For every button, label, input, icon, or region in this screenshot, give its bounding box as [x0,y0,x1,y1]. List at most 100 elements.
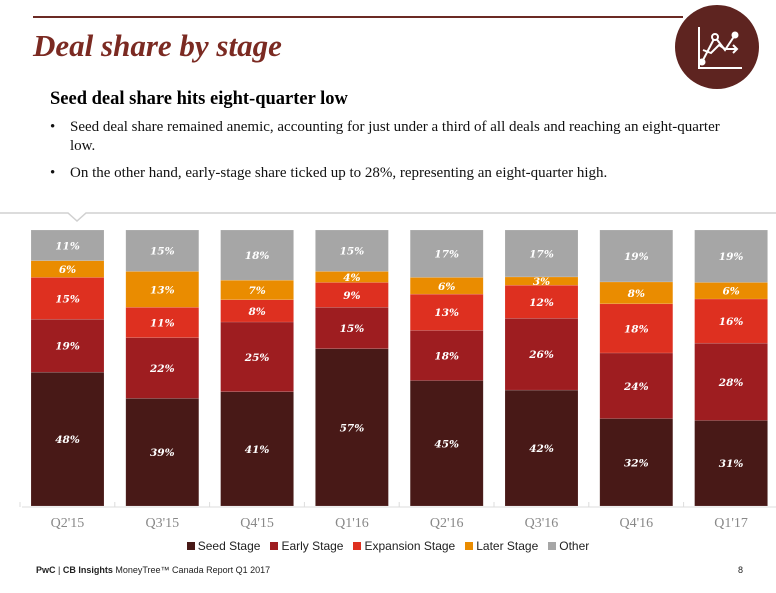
bar-segment-seed-stage [694,420,768,507]
data-label: 19% [719,251,744,263]
bar-segment-early-stage [504,318,579,391]
data-label: 15% [340,323,365,335]
bar-segment-early-stage [409,330,484,381]
data-label: 57% [340,422,365,434]
data-label: 6% [722,286,739,298]
data-label: 13% [434,307,459,319]
bar-segment-other [694,229,768,283]
data-label: 3% [533,276,550,288]
legend-swatch [270,542,279,550]
legend-item: Other [548,539,589,553]
x-tick-label: Q4'16 [619,516,653,531]
data-label: 15% [55,293,80,305]
bar-segment-expansion-stage [599,303,674,354]
legend-swatch [465,542,474,550]
data-label: 39% [150,447,175,459]
bar-segment-other [125,229,200,272]
subtitle: Seed deal share hits eight-quarter low [50,89,348,109]
data-label: 17% [434,249,459,261]
x-tick-label: Q1'16 [335,516,369,531]
section-divider [0,212,776,223]
footer-brand-pwc: PwC [36,565,56,575]
stacked-bar-chart: 48% 19% 15% 6% 11% 39% 22% 11% 13% 15% 41% 25% 8% 7% 1… [0,212,776,531]
footer-brand-cbinsights: CB Insights [62,565,113,575]
bullet-item: On the other hand, early-stage share tic… [50,164,740,183]
bar-segment-other [220,229,294,281]
bar-segment-expansion-stage [409,293,484,331]
legend-label: Early Stage [281,539,344,553]
legend-item: Early Stage [270,539,343,553]
data-label: 24% [623,381,649,393]
page-number: 8 [738,565,744,575]
bar-segment-later-stage [30,260,105,278]
data-label: 18% [245,250,270,262]
x-tick-label: Q2'15 [51,516,85,531]
data-label: 18% [624,323,649,335]
data-label: 4% [343,272,360,284]
bar-segment-other [315,229,389,272]
data-label: 6% [438,281,455,293]
data-label: 8% [628,288,645,300]
data-label: 48% [55,434,80,446]
data-label: 16% [719,316,744,328]
x-tick-label: Q3'15 [145,516,179,531]
bullet-list: Seed deal share remained anemic, account… [50,118,740,191]
legend-item: Later Stage [465,539,538,553]
data-label: 6% [59,264,76,276]
bar-segment-early-stage [30,318,105,373]
bar-segment-seed-stage [30,371,105,507]
bar-segment-early-stage [220,321,294,392]
x-tick-label: Q3'16 [525,516,559,531]
data-label: 19% [55,341,80,353]
data-label: 42% [529,443,554,455]
footer-text: MoneyTree™ Canada Report Q1 2017 [112,565,271,575]
page-title: Deal share by stage [33,28,282,63]
x-tick-label: Q1'17 [714,516,748,531]
bar-segment-seed-stage [220,391,294,507]
data-label: 28% [718,377,744,389]
bar-segment-seed-stage [599,418,674,507]
data-label: 11% [150,317,175,329]
legend-swatch [353,542,362,550]
bar-segment-seed-stage [504,389,579,507]
data-label: 15% [340,246,365,258]
chart-legend: Seed Stage Early Stage Expansion Stage Late… [0,539,776,553]
legend-label: Seed Stage [197,539,261,553]
data-label: 7% [248,285,265,297]
legend-label: Later Stage [476,539,539,553]
data-label: 41% [245,444,270,456]
bar-segment-other [504,229,579,278]
bar-segment-early-stage [599,352,674,419]
footer-separator: | [55,565,63,575]
x-tick-label: Q4'15 [240,516,274,531]
data-label: 45% [434,438,459,450]
legend-item: Seed Stage [186,539,261,553]
line-chart-icon [675,5,759,89]
data-label: 9% [343,290,360,302]
x-tick-label: Q2'16 [430,516,464,531]
data-label: 15% [150,246,175,258]
legend-label: Expansion Stage [364,539,456,553]
bar-segment-later-stage [125,271,200,308]
bar-segment-seed-stage [409,380,484,507]
bar-segment-expansion-stage [504,284,579,319]
data-label: 13% [150,284,175,296]
bar-segment-other [599,229,674,283]
data-label: 25% [244,352,270,364]
header-rule [33,16,683,18]
data-label: 11% [55,240,80,252]
data-label: 32% [624,457,649,469]
legend-swatch [548,542,557,550]
bar-segment-seed-stage [315,348,389,507]
bullet-item: Seed deal share remained anemic, account… [50,118,740,156]
data-label: 26% [528,349,554,361]
bar-segment-early-stage [694,342,768,421]
data-label: 22% [149,363,175,375]
bar-segment-early-stage [125,337,200,399]
data-label: 8% [248,306,265,318]
data-label: 19% [624,251,649,263]
data-label: 31% [719,458,744,470]
legend-swatch [186,542,195,550]
bar-segment-expansion-stage [125,307,200,338]
data-label: 17% [529,248,554,260]
